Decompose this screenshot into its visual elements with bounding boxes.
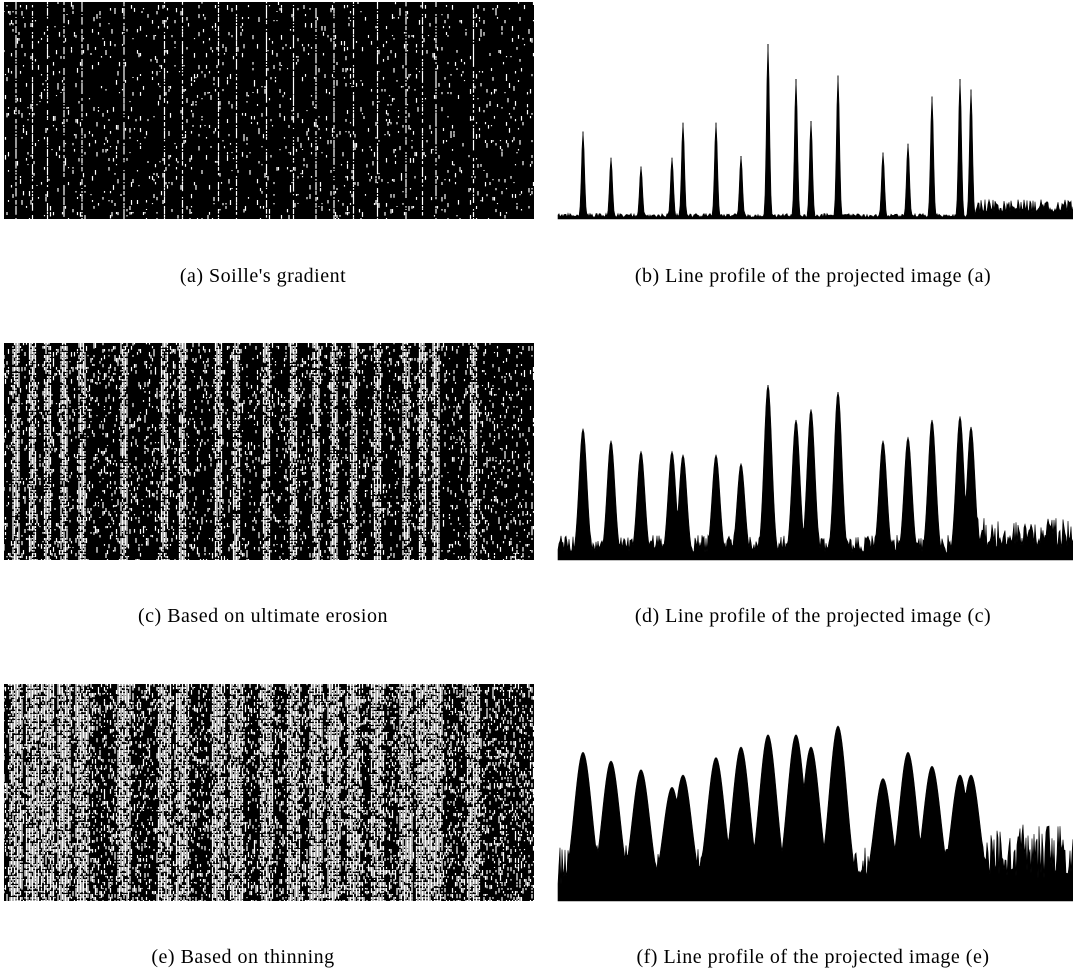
- caption: (b) Line profile of the projected image …: [635, 265, 991, 287]
- line-profile: [558, 726, 1073, 901]
- caption: (a) Soille's gradient: [180, 265, 346, 287]
- caption: (e) Based on thinning: [151, 946, 334, 968]
- caption: (c) Based on ultimate erosion: [138, 605, 388, 627]
- caption: (f) Line profile of the projected image …: [636, 946, 989, 968]
- panel-graphics: [4, 2, 1073, 905]
- line-profile: [558, 44, 1073, 219]
- image: [4, 2, 534, 219]
- line-profile: [558, 385, 1073, 560]
- figure: (a) Soille's gradient (b) Line profile o…: [0, 0, 1073, 973]
- caption: (d) Line profile of the projected image …: [635, 605, 991, 627]
